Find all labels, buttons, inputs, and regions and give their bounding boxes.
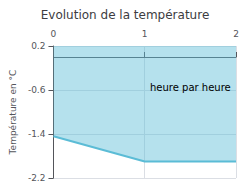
- svg-text:-0.6: -0.6: [28, 85, 46, 95]
- svg-text:Température en °C: Température en °C: [8, 70, 18, 156]
- svg-text:0: 0: [51, 29, 57, 39]
- svg-text:heure par heure: heure par heure: [150, 82, 231, 93]
- svg-text:2: 2: [233, 29, 239, 39]
- svg-text:Evolution de la température: Evolution de la température: [41, 8, 210, 22]
- svg-text:0.2: 0.2: [31, 41, 45, 51]
- svg-text:-2.2: -2.2: [28, 173, 46, 183]
- svg-text:-1.4: -1.4: [28, 129, 46, 139]
- svg-text:1: 1: [142, 29, 148, 39]
